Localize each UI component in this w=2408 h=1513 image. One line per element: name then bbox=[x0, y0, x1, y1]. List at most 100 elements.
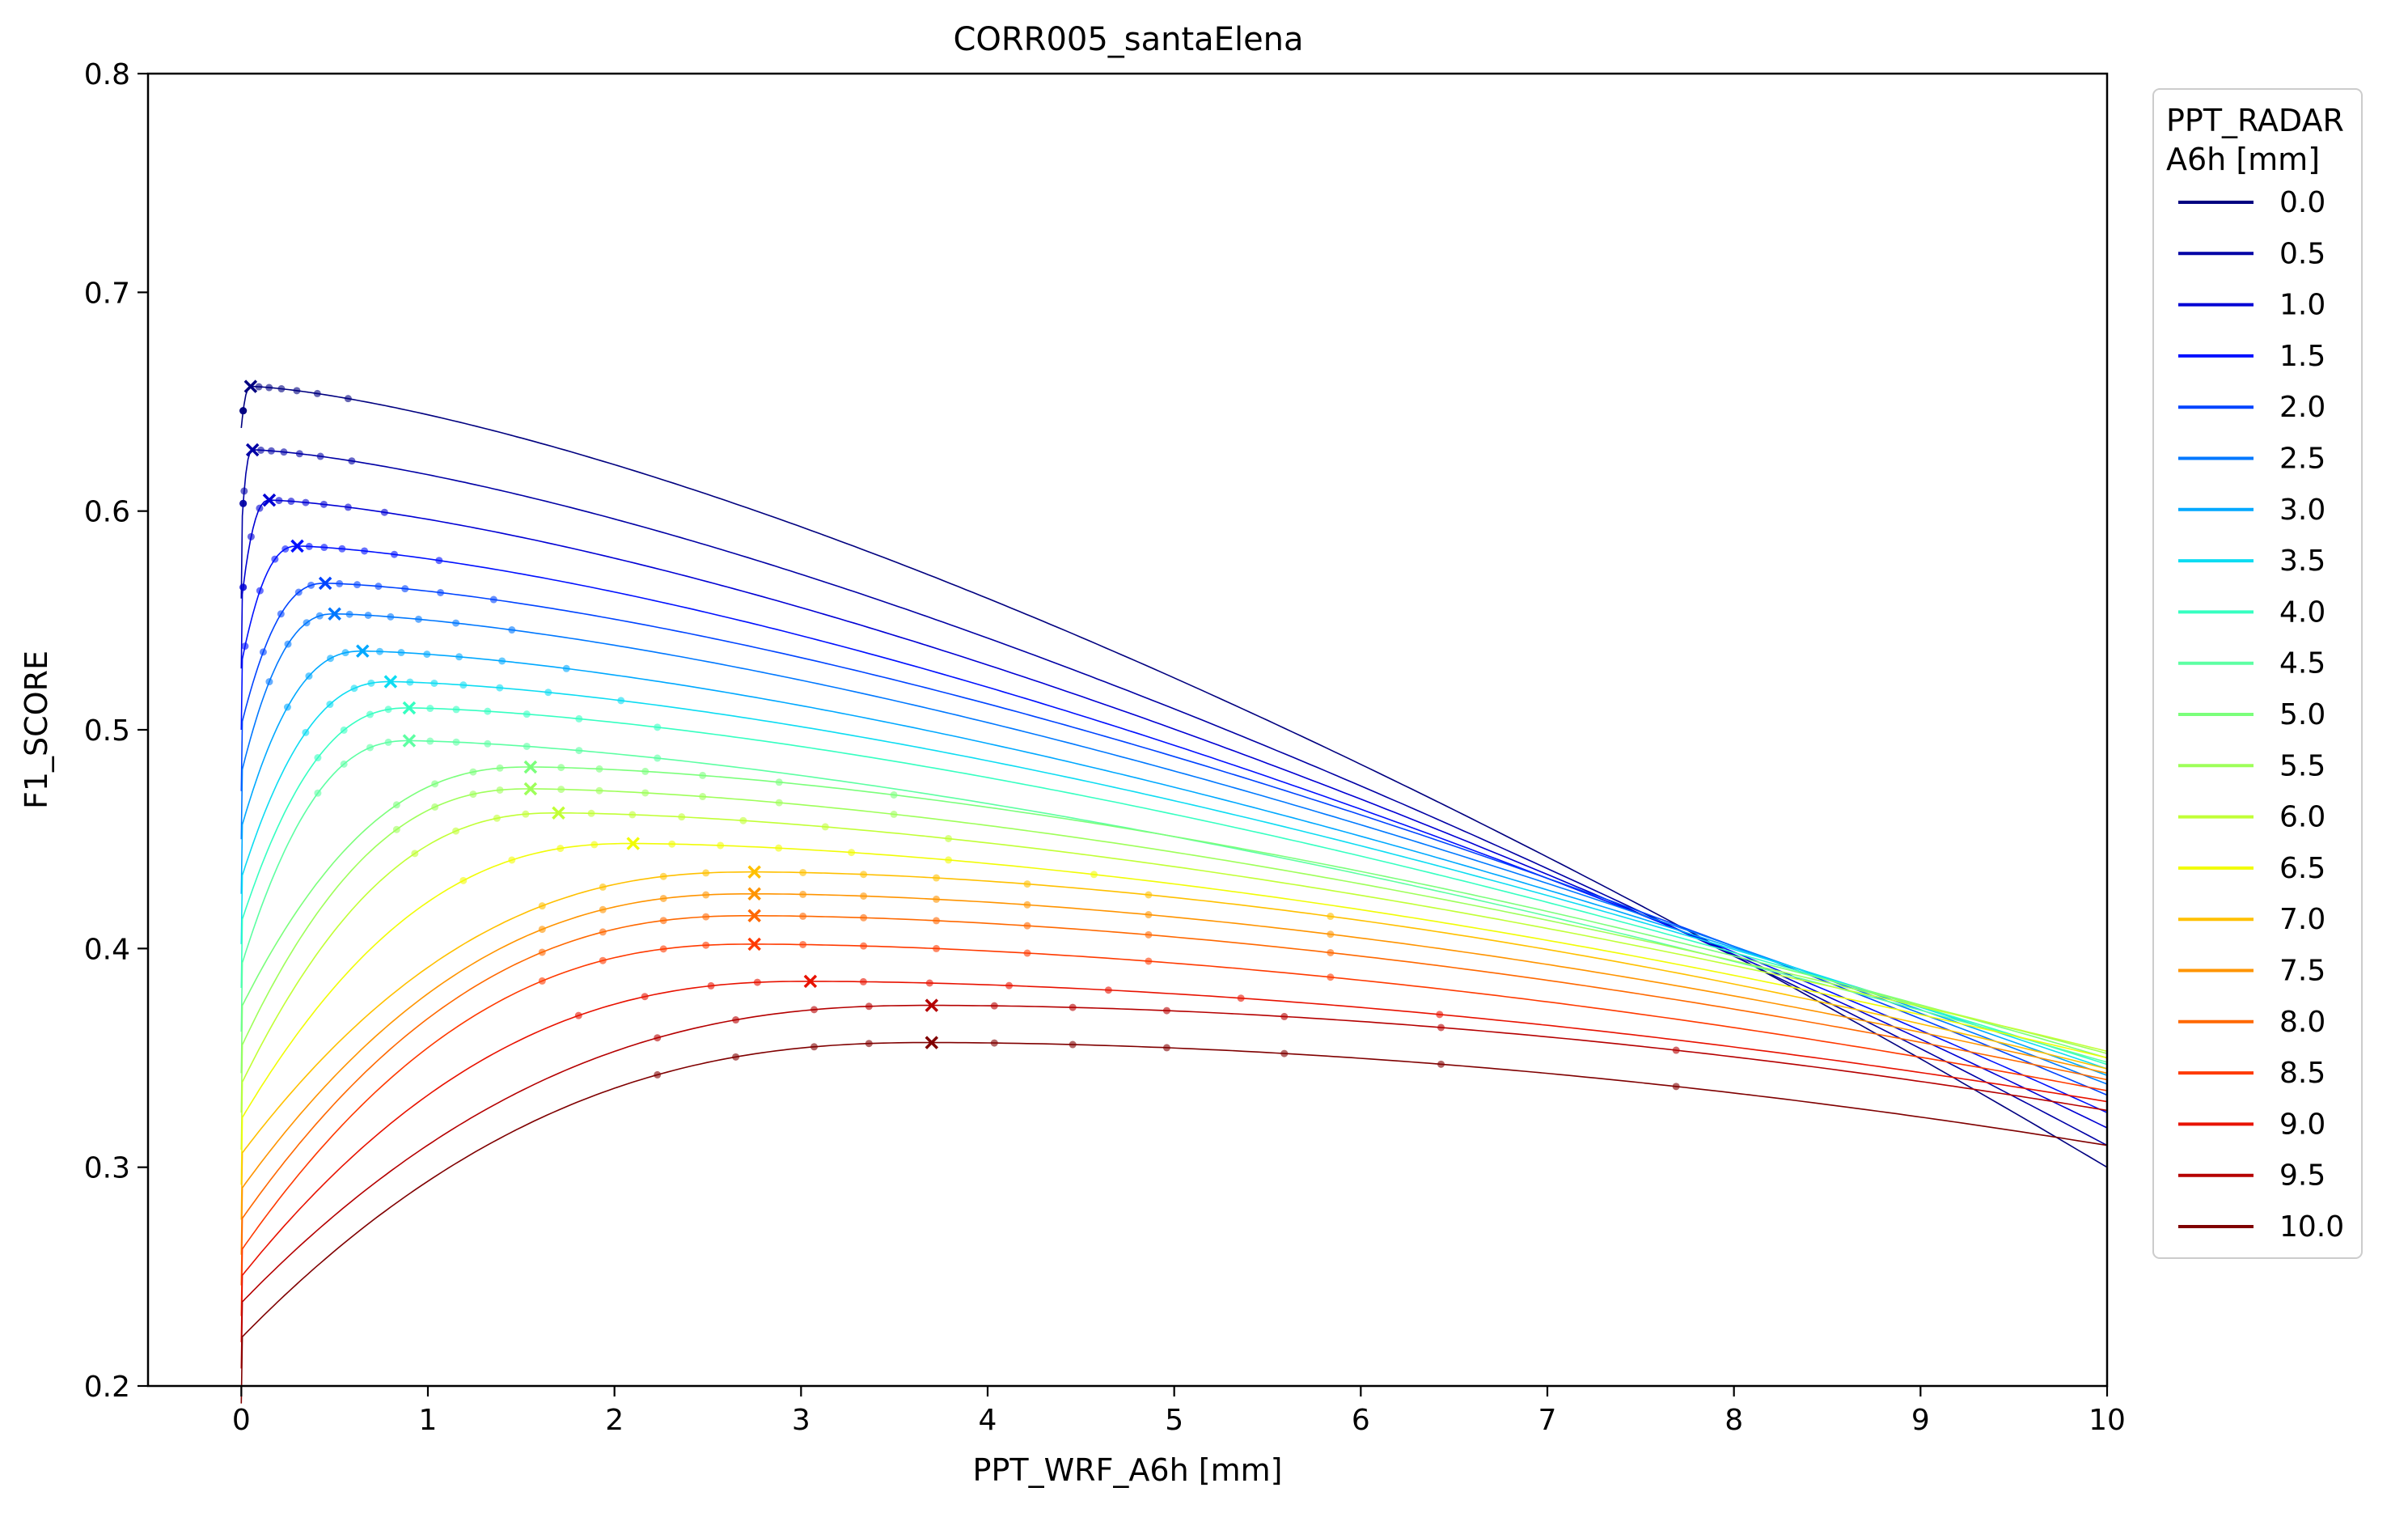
series-point bbox=[821, 823, 829, 831]
series-line bbox=[240, 871, 2108, 1220]
series-point bbox=[452, 738, 460, 746]
peak-marker bbox=[383, 675, 398, 689]
series-point bbox=[257, 446, 265, 454]
series-point bbox=[523, 710, 531, 718]
series-point bbox=[595, 786, 603, 795]
series-point bbox=[702, 869, 710, 877]
legend-item: 3.0 bbox=[2178, 494, 2325, 527]
series-7.0 bbox=[240, 865, 2108, 1220]
series-point bbox=[313, 389, 321, 397]
series-point bbox=[544, 689, 552, 697]
peak-marker bbox=[356, 644, 370, 658]
series-point bbox=[1436, 1011, 1444, 1019]
series-point bbox=[239, 407, 248, 415]
legend-item: 9.0 bbox=[2178, 1108, 2325, 1141]
series-point bbox=[617, 697, 625, 705]
legend-item: 4.5 bbox=[2178, 647, 2325, 680]
x-tick-label: 10 bbox=[2088, 1404, 2126, 1437]
series-point bbox=[469, 768, 477, 776]
series-point bbox=[1437, 1024, 1445, 1032]
series-point bbox=[699, 793, 707, 801]
series-point bbox=[990, 1002, 998, 1010]
series-point bbox=[654, 1070, 662, 1079]
legend-item: 5.0 bbox=[2178, 698, 2325, 731]
series-point bbox=[860, 942, 868, 950]
legend-label: 10.0 bbox=[2279, 1210, 2344, 1244]
series-4.0 bbox=[240, 701, 2108, 1066]
series-1.0 bbox=[239, 493, 2108, 1129]
series-point bbox=[678, 813, 686, 821]
series-point bbox=[375, 583, 383, 591]
series-point bbox=[1672, 1046, 1680, 1054]
series-point bbox=[384, 706, 392, 714]
series-point bbox=[241, 642, 249, 651]
series-point bbox=[240, 487, 248, 495]
series-point bbox=[654, 754, 662, 762]
y-tick-label: 0.8 bbox=[84, 58, 130, 91]
series-point bbox=[459, 681, 468, 689]
series-point bbox=[775, 799, 783, 807]
series-point bbox=[493, 814, 501, 822]
series-line bbox=[240, 583, 2108, 1096]
series-point bbox=[287, 498, 295, 506]
series-point bbox=[799, 940, 807, 948]
legend-item: 2.0 bbox=[2178, 391, 2325, 424]
series-point bbox=[575, 714, 583, 723]
series-line bbox=[240, 385, 2108, 1168]
series-point bbox=[1023, 949, 1031, 957]
series-point bbox=[654, 1034, 662, 1042]
series-point bbox=[659, 872, 667, 880]
y-tick-label: 0.3 bbox=[84, 1152, 130, 1185]
x-tick-label: 6 bbox=[1352, 1404, 1370, 1437]
series-point bbox=[294, 588, 303, 596]
series-point bbox=[280, 448, 288, 456]
series-line bbox=[240, 788, 2108, 1113]
series-point bbox=[799, 890, 807, 898]
series-point bbox=[496, 684, 504, 692]
series-point bbox=[990, 1039, 998, 1047]
series-point bbox=[538, 926, 546, 934]
series-point bbox=[945, 834, 953, 842]
series-point bbox=[489, 595, 497, 604]
series-point bbox=[1005, 981, 1014, 990]
series-line bbox=[240, 915, 2108, 1286]
series-point bbox=[281, 545, 290, 553]
series-point bbox=[562, 664, 570, 672]
peak-marker bbox=[626, 837, 640, 850]
series-line bbox=[240, 812, 2108, 1151]
series-point bbox=[739, 816, 747, 824]
legend-item: 6.0 bbox=[2178, 801, 2325, 834]
series-point bbox=[256, 587, 264, 595]
series-line bbox=[240, 1004, 2108, 1369]
legend-label: 8.5 bbox=[2279, 1057, 2325, 1090]
peak-marker bbox=[402, 701, 417, 715]
series-10.0 bbox=[240, 1036, 2108, 1404]
series-point bbox=[277, 385, 286, 393]
legend-item: 6.5 bbox=[2178, 852, 2325, 885]
series-point bbox=[397, 649, 405, 657]
series-point bbox=[366, 710, 374, 718]
series-point bbox=[384, 738, 392, 746]
series-1.5 bbox=[240, 539, 2108, 1113]
series-point bbox=[1023, 922, 1031, 930]
series-point bbox=[1280, 1049, 1289, 1057]
peak-marker bbox=[328, 607, 341, 621]
series-point bbox=[406, 678, 414, 686]
series-point bbox=[496, 786, 504, 794]
series-point bbox=[271, 555, 279, 563]
series-point bbox=[522, 810, 530, 818]
series-point bbox=[1327, 948, 1335, 956]
legend-label: 6.5 bbox=[2279, 852, 2325, 885]
legend-label: 3.0 bbox=[2279, 494, 2325, 527]
legend-label: 9.5 bbox=[2279, 1159, 2325, 1193]
x-tick-label: 4 bbox=[979, 1404, 997, 1437]
series-point bbox=[484, 707, 492, 715]
series-point bbox=[933, 874, 941, 882]
series-point bbox=[255, 383, 263, 391]
legend-item: 5.5 bbox=[2178, 749, 2325, 782]
series-point bbox=[303, 619, 311, 627]
series-point bbox=[574, 1011, 582, 1019]
series-line bbox=[240, 981, 2108, 1342]
series-point bbox=[557, 764, 565, 772]
series-point bbox=[469, 790, 477, 799]
